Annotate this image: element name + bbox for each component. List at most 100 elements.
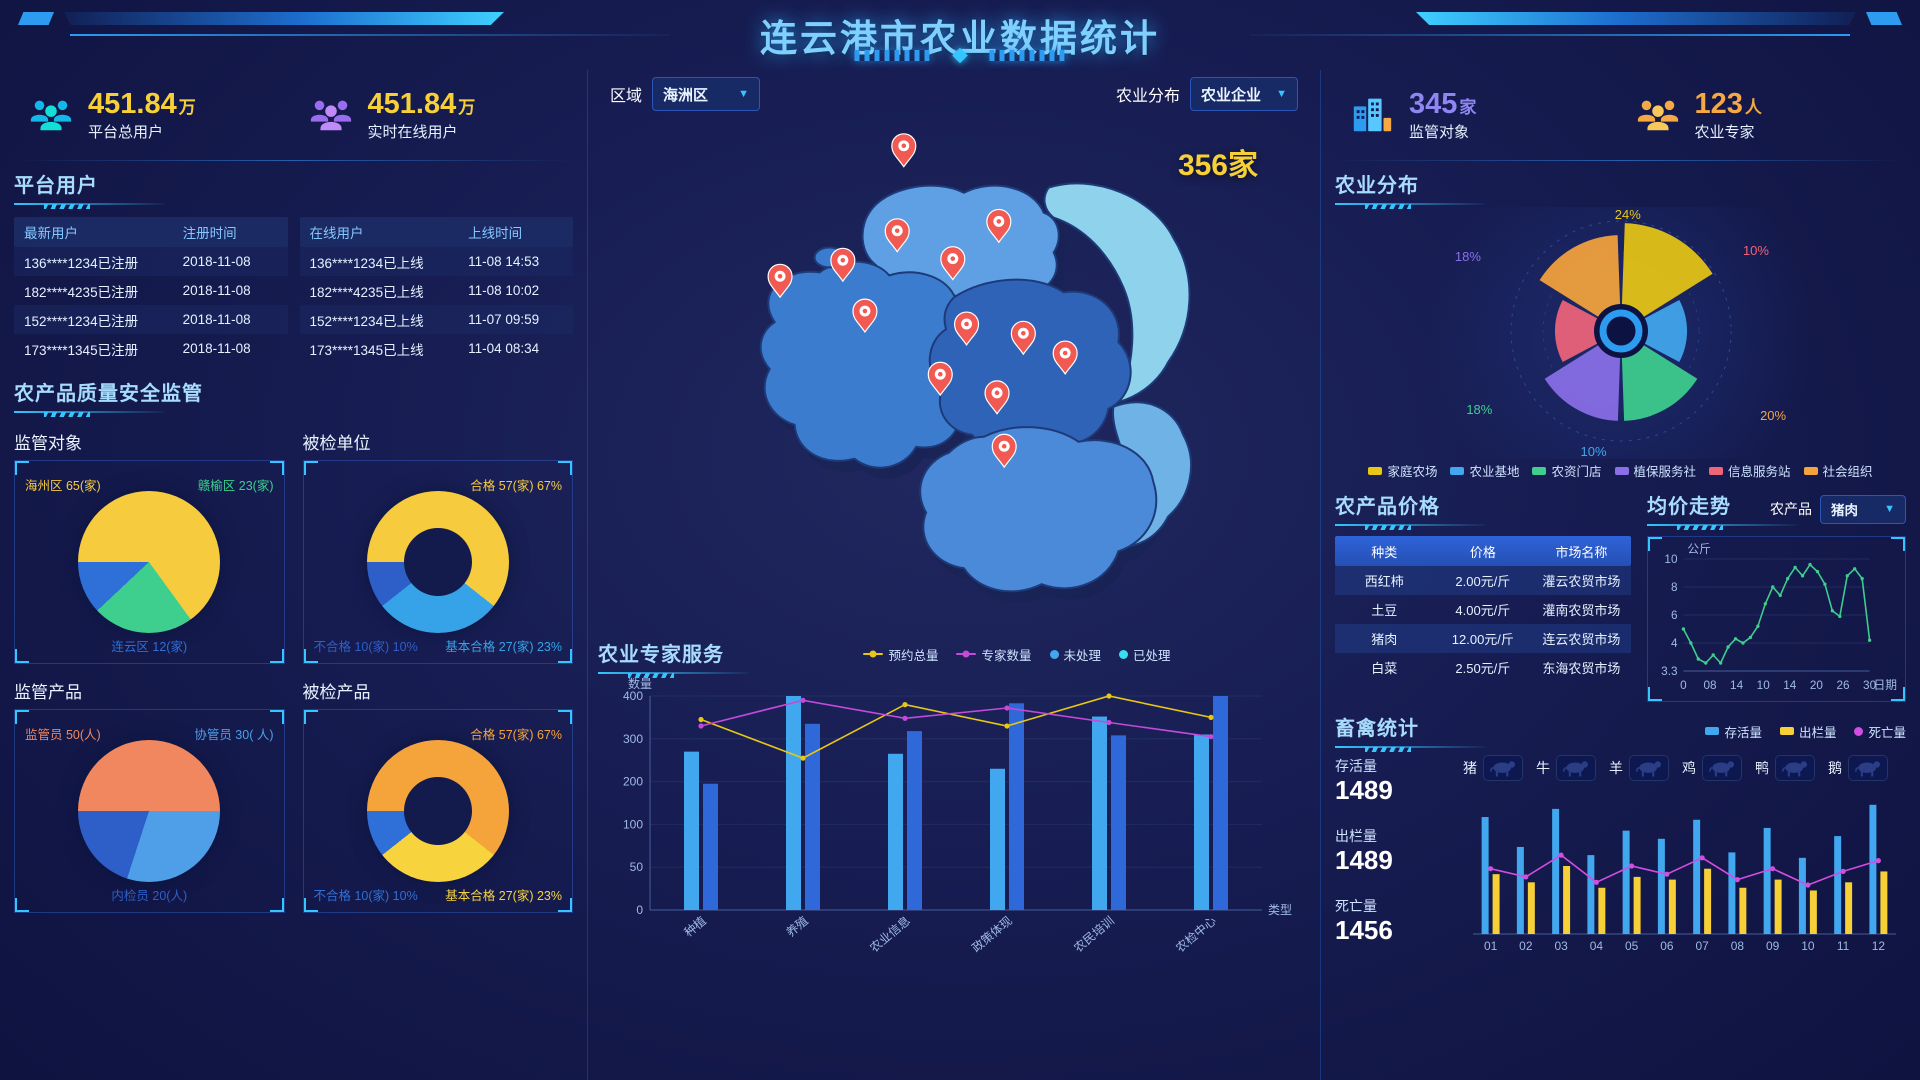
stat-value: 451.84 万 bbox=[368, 90, 476, 119]
map-region[interactable] bbox=[919, 426, 1158, 593]
legend-item[interactable]: 预约总量 bbox=[863, 645, 938, 664]
map-pin[interactable] bbox=[984, 380, 1010, 415]
legend-item[interactable]: 家庭农场 bbox=[1368, 461, 1437, 480]
legend-label: 农资门店 bbox=[1551, 465, 1602, 479]
rose-slice[interactable] bbox=[1620, 222, 1713, 331]
table-cell: 连云农贸市场 bbox=[1542, 632, 1621, 647]
rose-slice[interactable] bbox=[1620, 330, 1697, 421]
legend-label: 出栏量 bbox=[1798, 725, 1837, 740]
chart-box: 合格 57(家) 67% 不合格 10(家) 10% 基本合格 27(家) 23… bbox=[302, 709, 573, 913]
legend-label: 农业基地 bbox=[1469, 465, 1520, 479]
animal-icon bbox=[1855, 760, 1880, 776]
map-pin[interactable] bbox=[830, 247, 856, 283]
animal-item[interactable]: 猪 bbox=[1463, 755, 1523, 781]
map-pin[interactable] bbox=[884, 218, 910, 253]
users-group-icon bbox=[28, 91, 74, 142]
animal-item[interactable]: 鹅 bbox=[1828, 755, 1888, 781]
legend-item[interactable]: 植保服务社 bbox=[1614, 461, 1696, 480]
trend-product-select[interactable]: 猪肉 ▼ bbox=[1820, 494, 1906, 524]
table-cell: 2018-11-08 bbox=[182, 283, 251, 298]
map-pin[interactable] bbox=[954, 311, 980, 346]
rose-slice[interactable] bbox=[1544, 330, 1621, 421]
legend-item[interactable]: 存活量 bbox=[1705, 722, 1762, 741]
legend-item[interactable]: 信息服务站 bbox=[1709, 461, 1791, 480]
table-cell: 136****1234已注册 bbox=[24, 255, 139, 271]
legend-item[interactable]: 未处理 bbox=[1049, 645, 1101, 664]
rose-pct-label: 18% bbox=[1466, 402, 1493, 417]
rose-slice[interactable] bbox=[1539, 234, 1621, 331]
col-header: 注册时间 bbox=[182, 226, 237, 241]
animal-label: 鸡 bbox=[1682, 760, 1696, 776]
animal-item[interactable]: 羊 bbox=[1609, 755, 1669, 781]
map-pin[interactable] bbox=[767, 263, 793, 299]
pie-label: 不合格 10(家) 10% bbox=[313, 889, 418, 903]
stat-label: 实时在线用户 bbox=[367, 124, 458, 141]
map-pin[interactable] bbox=[986, 208, 1012, 244]
svg-text:06: 06 bbox=[1660, 939, 1674, 953]
animal-item[interactable]: 鸡 bbox=[1682, 755, 1742, 781]
rose-slice[interactable] bbox=[1554, 299, 1621, 362]
legend-item[interactable]: 农资门店 bbox=[1532, 461, 1602, 480]
svg-text:50: 50 bbox=[630, 860, 644, 874]
map-pin[interactable] bbox=[1052, 340, 1078, 375]
stat-label: 平台总用户 bbox=[88, 124, 164, 141]
building-icon bbox=[1349, 91, 1395, 142]
distribution-select[interactable]: 农业企业 ▼ bbox=[1190, 77, 1298, 111]
expert-service-title: 农业专家服务 bbox=[598, 638, 748, 678]
legend-item[interactable]: 出栏量 bbox=[1779, 722, 1837, 741]
legend-label: 专家数量 bbox=[981, 648, 1032, 663]
svg-text:10: 10 bbox=[1664, 552, 1677, 566]
map-region[interactable] bbox=[1043, 182, 1191, 404]
region-select[interactable]: 海洲区 ▼ bbox=[652, 77, 761, 111]
animal-item[interactable]: 牛 bbox=[1536, 755, 1596, 781]
supervise-product-pie bbox=[78, 740, 221, 882]
svg-text:02: 02 bbox=[1519, 939, 1533, 953]
header-emblem-stripe bbox=[854, 50, 931, 61]
lianyungang-map-svg bbox=[759, 133, 1192, 603]
legend-item[interactable]: 死亡量 bbox=[1854, 722, 1906, 741]
table-cell: 152****1234已注册 bbox=[24, 313, 139, 329]
map-pin[interactable] bbox=[927, 361, 953, 397]
animal-item[interactable]: 鸭 bbox=[1755, 755, 1815, 781]
right-panel: 345 家 监管对象 123 人 农业专家 农业分布 bbox=[1320, 70, 1920, 1080]
trend-title: 均价走势 bbox=[1647, 490, 1797, 530]
animal-chip bbox=[1848, 755, 1888, 781]
animals-row: 猪牛羊鸡 鸭 鹅 bbox=[1463, 752, 1906, 784]
distribution-select-value: 农业企业 bbox=[1201, 86, 1262, 104]
legend-item[interactable]: 农业基地 bbox=[1450, 461, 1519, 480]
legend-item[interactable]: 社会组织 bbox=[1803, 461, 1873, 480]
animal-label: 鸭 bbox=[1755, 760, 1769, 776]
divider bbox=[1335, 160, 1906, 161]
table-cell: 2.00元/斤 bbox=[1455, 574, 1511, 589]
chevron-down-icon: ▼ bbox=[738, 88, 750, 100]
divider bbox=[14, 160, 573, 161]
map-pin[interactable] bbox=[1010, 320, 1036, 356]
legend-item[interactable]: 专家数量 bbox=[956, 645, 1032, 664]
table-cell: 2018-11-08 bbox=[182, 254, 251, 269]
left-panel: 451.84 万 平台总用户 451.84 万 实时在线用户 平台用户 bbox=[0, 70, 588, 1080]
map-pin[interactable] bbox=[891, 133, 917, 168]
col-header: 种类 bbox=[1371, 544, 1398, 560]
table-header: 在线用户 上线时间 bbox=[299, 217, 573, 247]
table-cell: 173****1345已注册 bbox=[24, 342, 139, 358]
svg-text:0: 0 bbox=[636, 903, 643, 917]
table-cell: 173****1345已上线 bbox=[309, 342, 424, 358]
livestock-stat-label: 死亡量 bbox=[1335, 898, 1377, 915]
animal-icon bbox=[1563, 760, 1588, 776]
map-pin[interactable] bbox=[852, 298, 878, 334]
rose-pct-label: 24% bbox=[1614, 207, 1641, 222]
animal-icon bbox=[1782, 760, 1807, 776]
chart-title: 监管产品 bbox=[14, 683, 82, 702]
animal-chip bbox=[1483, 755, 1523, 781]
map-pin[interactable] bbox=[991, 433, 1017, 469]
animal-chip bbox=[1702, 755, 1742, 781]
platform-users-section-head: 平台用户 bbox=[14, 169, 573, 209]
legend-item[interactable]: 已处理 bbox=[1119, 645, 1171, 664]
header-decoration-left bbox=[18, 12, 670, 36]
map-pin[interactable] bbox=[940, 246, 966, 281]
rose-slice[interactable] bbox=[1620, 299, 1687, 362]
rose-chart bbox=[1504, 214, 1738, 453]
animal-icon bbox=[1636, 760, 1661, 776]
chart-box: 海州区 65(家) 赣榆区 23(家) 连云区 12(家) bbox=[14, 460, 285, 664]
svg-text:01: 01 bbox=[1484, 939, 1498, 953]
